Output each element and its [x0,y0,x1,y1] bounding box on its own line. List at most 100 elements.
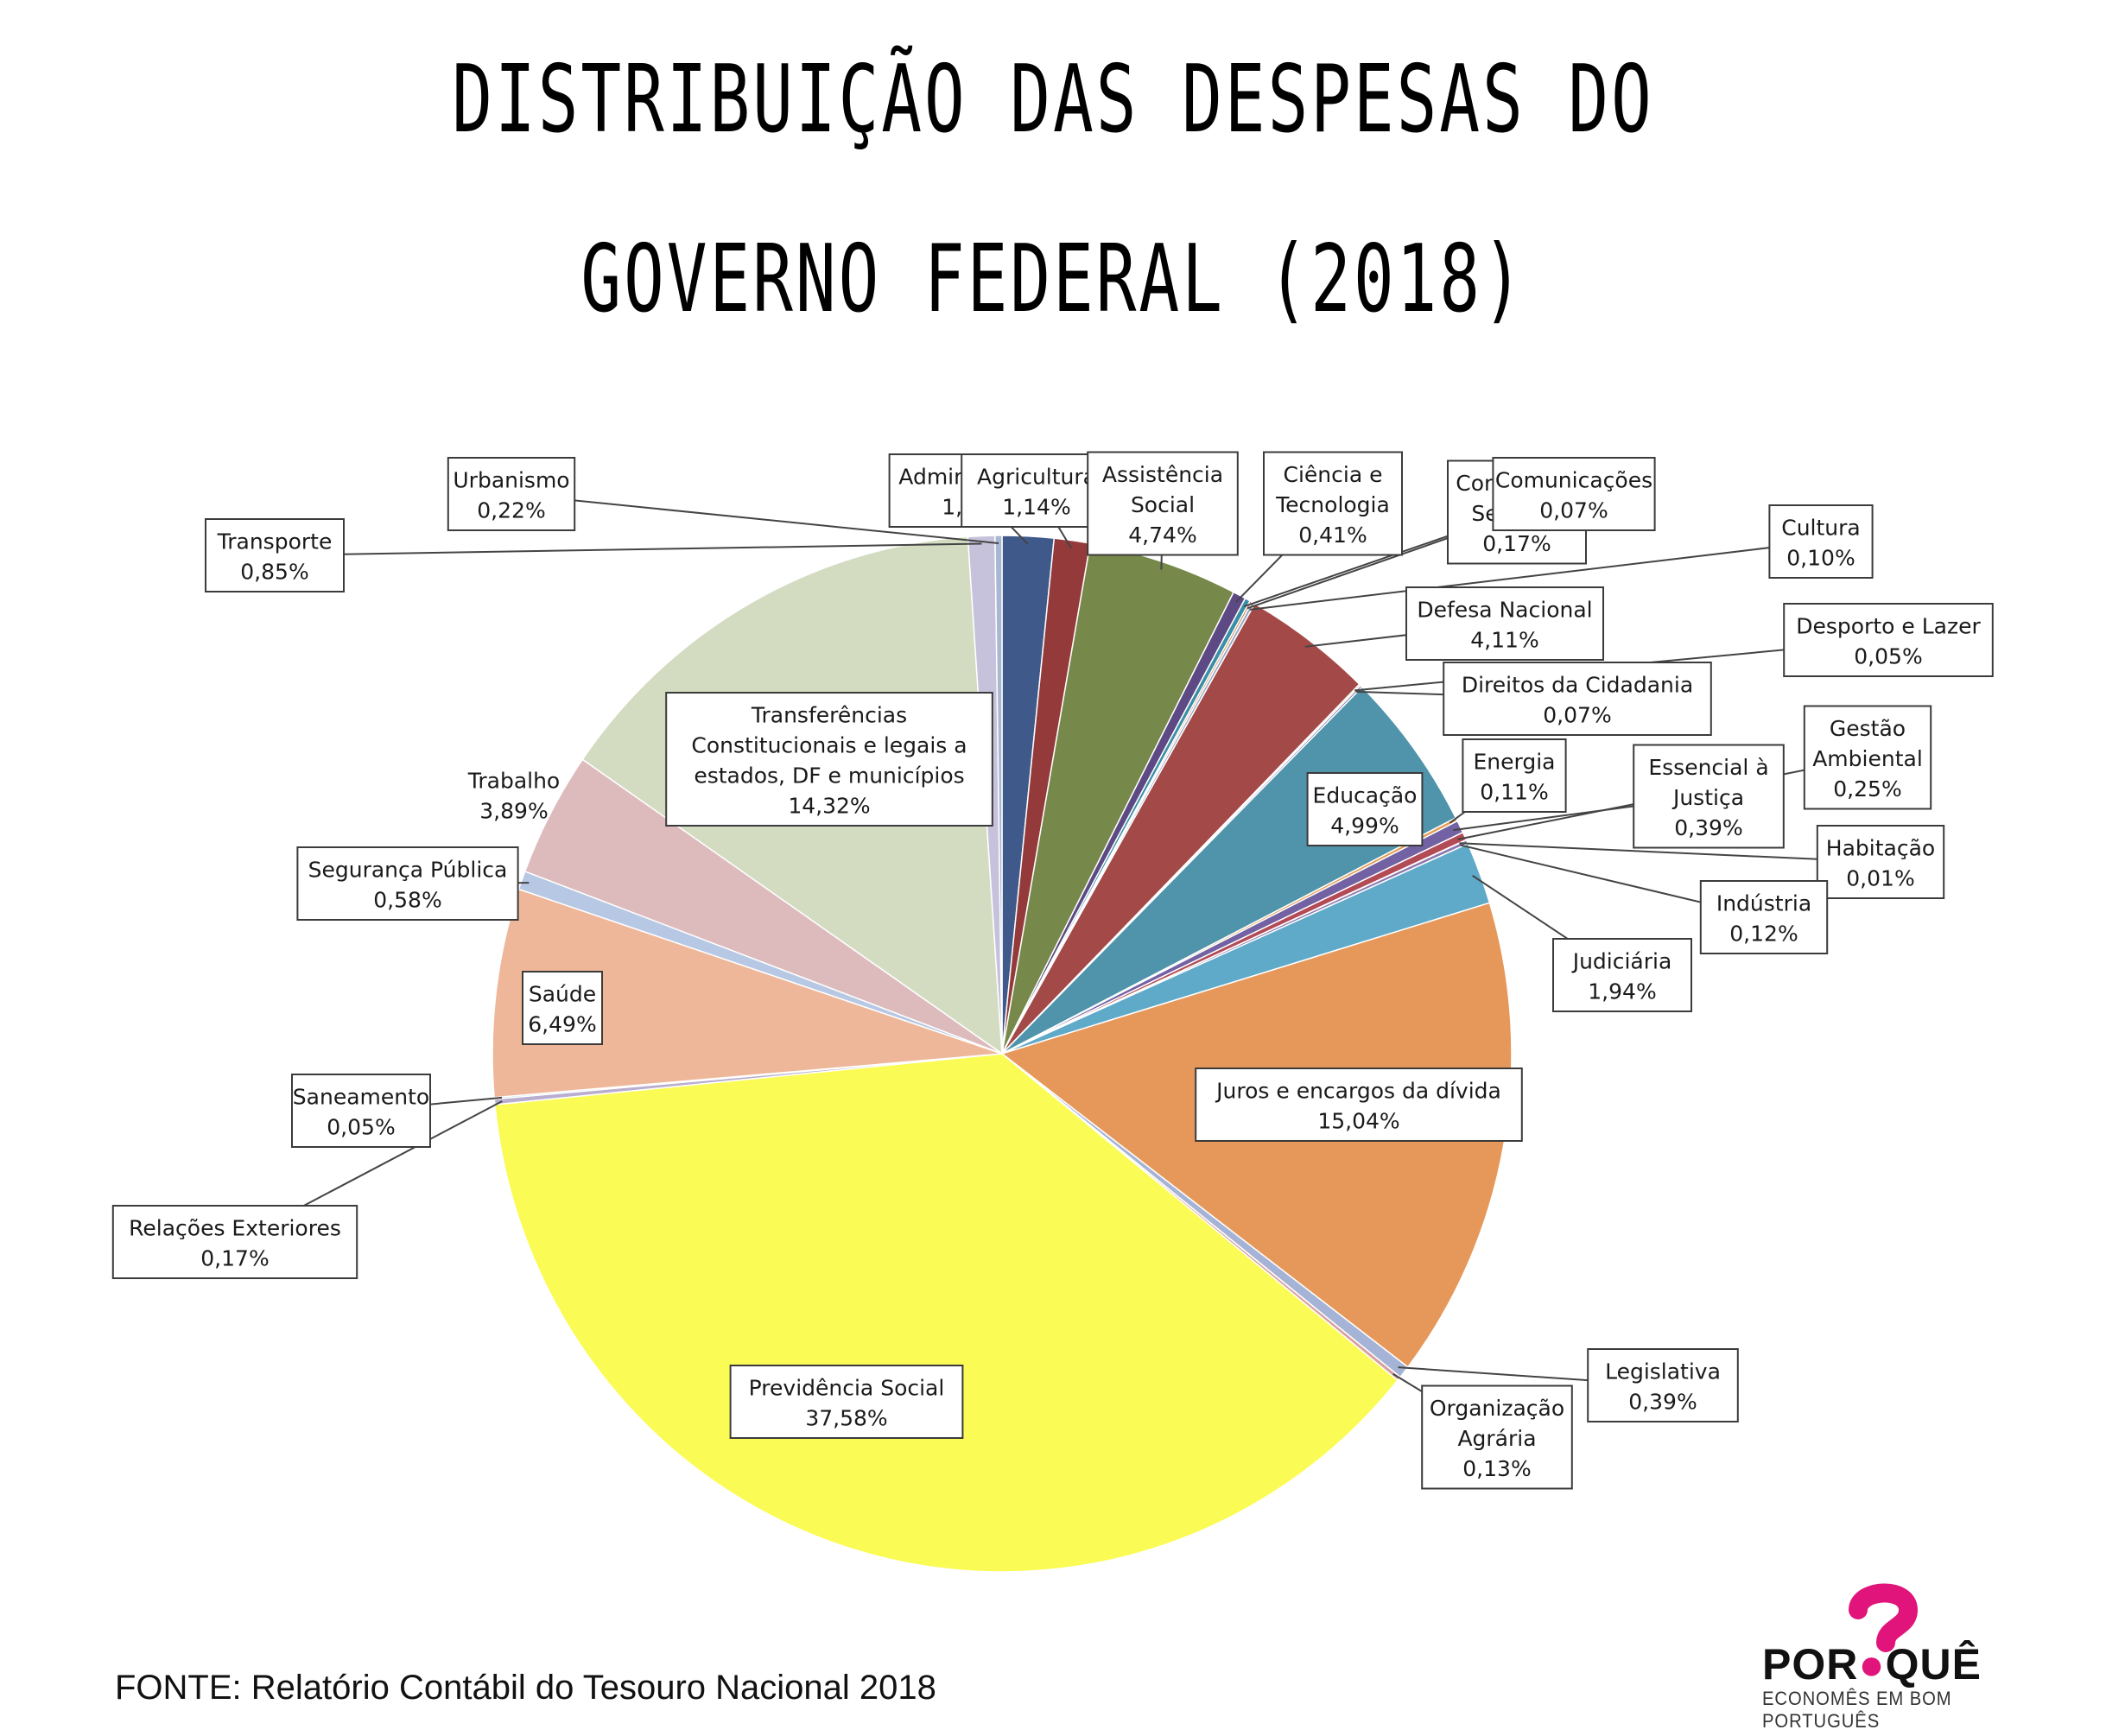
slice-name-label: Direitos da Cidadania [1462,672,1693,697]
slice-value-label: 0,39% [1674,815,1742,840]
slice-name-label: estados, DF e municípios [694,763,964,788]
slice-name-label: Justiça [1671,785,1744,810]
slice-value-label: 4,74% [1128,523,1196,548]
slice-value-label: 0,10% [1786,545,1855,570]
slice-name-label: Defesa Nacional [1417,597,1592,622]
slice-name-label: Social [1131,492,1195,517]
slice-name-label: Gestão [1830,716,1906,741]
slice-label-industria: Indústria 0,12% [1699,880,1829,954]
slice-value-label: 37,58% [805,1405,887,1430]
slice-name-label: Assistência [1102,462,1223,487]
slice-value-label: 4,99% [1330,813,1399,838]
label-box [1263,451,1403,556]
label-box [1306,772,1424,846]
slice-value-label: 0,07% [1539,497,1608,523]
label-box [1587,1348,1739,1422]
slice-name-label: Urbanismo [453,467,569,492]
slice-value-label: 0,85% [240,559,308,584]
slice-name-label: Constitucionais e legais a [691,732,967,757]
leader-line-urbanismo [511,493,999,545]
label-box [1552,938,1692,1012]
slice-name-label: Ciência e [1284,462,1383,487]
slice-label-saude: Saúde 6,49% [522,971,603,1045]
slice-label-direitos-da-cidadania: Direitos da Cidadania 0,07% [1443,662,1712,736]
slice-value-label: 0,17% [200,1245,269,1270]
label-box [1803,705,1932,810]
logo-dot-icon: ● [1858,1640,1886,1688]
slice-label-assistencia-social: Assistência Social 4,74% [1087,451,1239,556]
label-box [665,692,993,827]
slice-value-label: 3,89% [479,798,548,823]
slice-label-cultura: Cultura 0,10% [1768,504,1874,579]
label-box [1492,457,1656,531]
slice-label-educacao: Educação 4,99% [1306,772,1424,846]
slice-value-label: 0,11% [1480,779,1548,804]
slice-name-label: Previdência Social [749,1375,945,1400]
slice-name-label: Transferências [751,702,907,727]
slice-value-label: 0,22% [477,497,545,523]
slice-value-label: 4,11% [1470,627,1538,652]
slice-value-label: 0,07% [1543,702,1611,727]
slice-name-label: Segurança Pública [308,857,508,882]
slice-value-label: 0,01% [1846,865,1914,890]
question-mark-icon [1849,1583,1919,1652]
label-box [729,1365,964,1439]
slice-name-label: Trabalho [467,768,560,793]
label-box [1087,451,1239,556]
slice-label-trabalho: Trabalho 3,89% [467,768,560,823]
label-box [1195,1068,1523,1142]
leader-line-cultura [1249,541,1822,611]
slice-value-label: 0,05% [1854,643,1922,668]
slice-name-label: Tecnologia [1275,492,1390,517]
slice-labels: Administração1,63%Agricultura1,14%Assist… [111,451,1994,1490]
label-box [1405,586,1604,661]
label-box [1633,744,1785,849]
label-box [205,518,345,592]
slice-label-desporto-e-lazer: Desporto e Lazer 0,05% [1783,603,1994,677]
slice-name-label: Habitação [1826,835,1935,860]
slice-name-label: Relações Exteriores [129,1215,341,1240]
slice-value-label: 0,13% [1462,1456,1531,1481]
slice-label-transferencias-constitucionais-e-legais-a-estados-df-e-municipios: Transferências Constitucionais e legais a… [665,692,993,827]
slice-name-label: Essencial à [1648,755,1768,780]
label-box [522,971,603,1045]
label-box [291,1074,431,1148]
slice-value-label: 0,58% [373,887,441,912]
slice-label-habitacao: Habitação 0,01% [1816,825,1945,899]
slice-value-label: 0,17% [1482,531,1551,556]
pie-slice-previdencia-social [494,1053,1399,1573]
slice-name-label: Judiciária [1571,948,1672,973]
label-box [1699,880,1829,954]
slice-name-label: Saneamento [293,1084,429,1109]
slice-label-energia: Energia 0,11% [1462,738,1567,813]
slice-value-label: 6,49% [528,1011,596,1036]
chart-title-line-1: DISTRIBUIÇÃO DAS DESPESAS DO [452,46,1654,154]
label-box [1443,662,1712,736]
slice-name-label: Agrária [1457,1426,1536,1451]
label-box [1783,603,1994,677]
slice-label-legislativa: Legislativa 0,39% [1587,1348,1739,1422]
slice-value-label: 15,04% [1317,1108,1399,1133]
slice-name-label: Ambiental [1812,746,1923,771]
slice-value-label: 14,32% [788,793,870,818]
slice-name-label: Comunicações [1495,467,1652,492]
slice-label-seguranca-publica: Segurança Pública 0,58% [296,846,519,921]
slice-label-judiciaria: Judiciária 1,94% [1552,938,1692,1012]
chart-title-line-2: GOVERNO FEDERAL (2018) [580,225,1526,333]
slice-value-label: 1,94% [1588,979,1656,1004]
slice-name-label: Indústria [1716,890,1811,916]
slice-value-label: 0,41% [1298,523,1367,548]
slice-label-gestao-ambiental: Gestão Ambiental 0,25% [1803,705,1932,810]
slice-name-label: Desporto e Lazer [1796,613,1981,638]
slice-value-label: 0,39% [1628,1389,1697,1414]
slice-label-urbanismo: Urbanismo 0,22% [447,457,576,531]
label-box [296,846,519,921]
slice-label-organizacao-agraria: Organização Agrária 0,13% [1421,1384,1573,1490]
slice-name-label: Saúde [529,981,596,1006]
logo-tagline: ECONOMÊS EM BOM PORTUGUÊS [1762,1688,1952,1732]
slice-value-label: 0,25% [1833,776,1901,801]
source-note: FONTE: Relatório Contábil do Tesouro Nac… [115,1669,936,1707]
slice-label-relacoes-exteriores: Relações Exteriores 0,17% [111,1205,358,1279]
slice-label-previdencia-social: Previdência Social 37,58% [729,1365,964,1439]
